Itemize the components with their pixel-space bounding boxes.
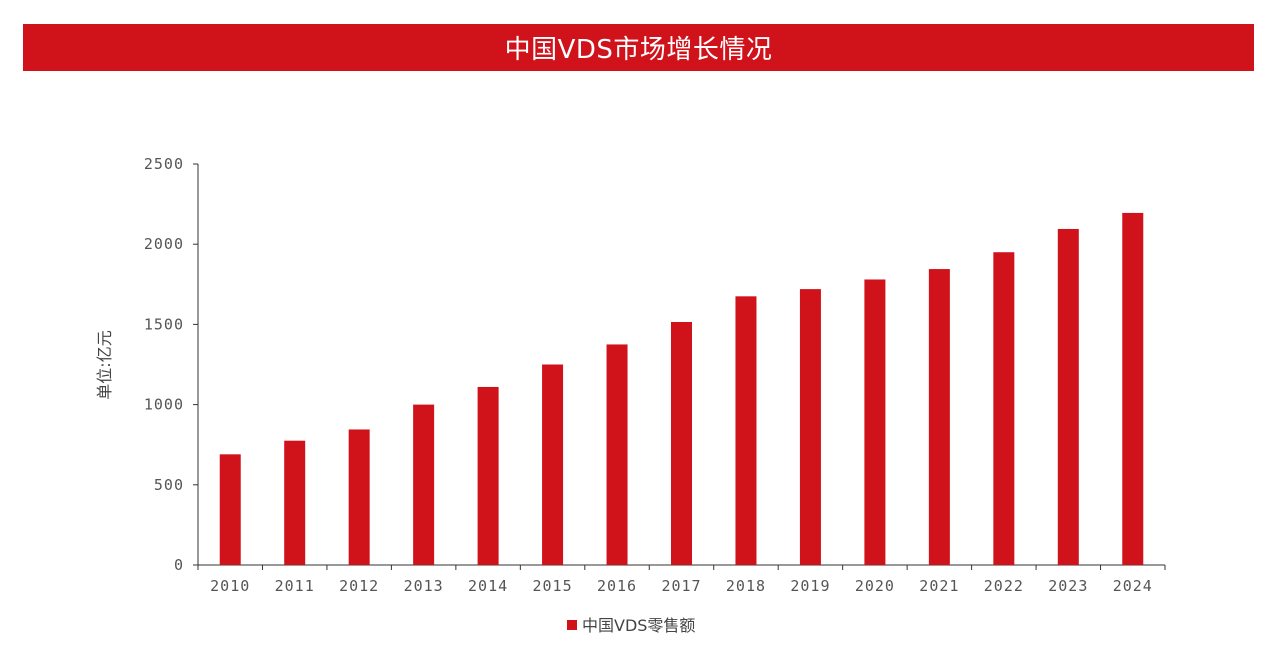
y-tick-label: 500 [154, 476, 184, 494]
bar-2018 [735, 296, 757, 565]
x-tick-label: 2010 [210, 577, 250, 595]
x-tick-label: 2021 [919, 577, 959, 595]
bar-2013 [413, 404, 435, 565]
bar-2011 [284, 440, 306, 565]
bar-2022 [993, 252, 1015, 565]
x-tick-label: 2014 [468, 577, 508, 595]
y-tick-label: 1000 [144, 396, 184, 414]
bar-2023 [1057, 228, 1079, 565]
x-tick-label: 2023 [1048, 577, 1088, 595]
x-tick-label: 2013 [404, 577, 444, 595]
bar-2019 [799, 289, 821, 565]
y-tick-label: 0 [174, 556, 184, 574]
x-tick-label: 2020 [855, 577, 895, 595]
x-tick-label: 2012 [339, 577, 379, 595]
bar-2024 [1122, 212, 1144, 565]
legend-swatch [567, 620, 577, 630]
bar-2020 [864, 279, 886, 565]
bar-2015 [542, 364, 564, 565]
chart-title: 中国VDS市场增长情况 [504, 35, 773, 65]
x-tick-labels: 2010 2011 2012 2013 2014 2015 2016 2017 2018 2019… [210, 577, 1153, 595]
bar-2017 [671, 321, 692, 565]
bar-2012 [348, 429, 370, 565]
y-axis-title: 单位:亿元 [95, 330, 114, 399]
x-tick-label: 2018 [726, 577, 766, 595]
chart-bars [219, 212, 1144, 565]
legend: 中国VDS零售额 [567, 616, 695, 635]
x-tick-label: 2022 [984, 577, 1024, 595]
x-tick-label: 2016 [597, 577, 637, 595]
x-tick-label: 2015 [533, 577, 573, 595]
bar-2016 [606, 344, 628, 565]
bar-2014 [477, 386, 499, 565]
y-tick-labels: 0 500 1000 1500 2000 2500 [144, 155, 184, 574]
bar-2021 [928, 269, 950, 565]
bar-2010 [219, 454, 241, 565]
y-tick-label: 2500 [144, 155, 184, 173]
title-banner: 中国VDS市场增长情况 [23, 24, 1254, 71]
x-tick-label: 2024 [1113, 577, 1153, 595]
x-tick-label: 2019 [790, 577, 830, 595]
x-tick-label: 2017 [661, 577, 701, 595]
legend-label: 中国VDS零售额 [582, 616, 695, 635]
y-tick-label: 2000 [144, 235, 184, 253]
x-tick-label: 2011 [275, 577, 315, 595]
y-tick-label: 1500 [144, 315, 184, 333]
